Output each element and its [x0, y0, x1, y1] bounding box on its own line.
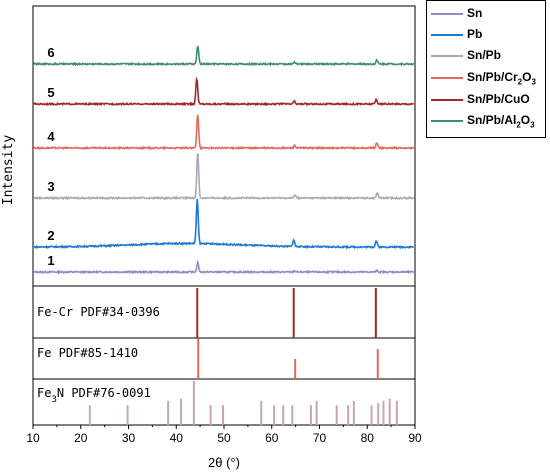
x-tick-label-30: 30	[122, 431, 136, 445]
legend-item-sn-pb-cuo: Sn/Pb/CuO	[431, 91, 545, 107]
series-layer: 1 2 3 4 5 6	[33, 45, 415, 275]
legend-swatch	[431, 99, 463, 101]
legend: Sn Pb Sn/Pb Sn/Pb/Cr2O3 Sn/Pb/CuO Sn/Pb/…	[426, 0, 546, 138]
legend-item-sn: Sn	[431, 5, 545, 21]
legend-item-sn-pb: Sn/Pb	[431, 47, 545, 63]
series-number-label-3: 3	[47, 179, 54, 194]
legend-item-pb: Pb	[431, 26, 545, 42]
series-line-6	[33, 45, 415, 67]
ref-label-1: Fe-Cr PDF#34-0396	[37, 305, 160, 319]
series-number-label-2: 2	[47, 228, 54, 243]
legend-item-sn-pb-cr2o3: Sn/Pb/Cr2O3	[431, 69, 545, 86]
legend-label-sn: Sn	[467, 6, 483, 20]
legend-item-sn-pb-al2o3: Sn/Pb/Al2O3	[431, 112, 545, 129]
legend-swatch	[431, 120, 463, 122]
legend-label-sn-pb-cr2o3: Sn/Pb/Cr2O3	[467, 70, 536, 87]
series-number-label-5: 5	[47, 85, 54, 100]
x-tick-label-50: 50	[217, 431, 231, 445]
ref-label-2: Fe PDF#85-1410	[37, 346, 138, 360]
reference-layer: Fe-Cr PDF#34-0396 Fe PDF#85-1410 Fe3N PDF#…	[37, 288, 398, 425]
legend-label-sn-pb-cuo: Sn/Pb/CuO	[467, 92, 530, 106]
legend-swatch	[431, 34, 463, 36]
x-tick-label-10: 10	[26, 431, 40, 445]
x-tick-label-60: 60	[265, 431, 279, 445]
series-line-3	[33, 153, 415, 201]
series-line-4	[33, 114, 415, 151]
series-line-1	[33, 259, 414, 275]
series-number-label-4: 4	[47, 129, 55, 144]
x-axis-label: 2θ (°)	[208, 455, 240, 470]
series-line-5	[33, 76, 414, 107]
x-tick-label-80: 80	[361, 431, 375, 445]
legend-swatch	[431, 13, 463, 15]
series-number-label-1: 1	[47, 253, 54, 268]
x-tick-label-40: 40	[170, 431, 184, 445]
x-tick-label-20: 20	[74, 431, 88, 445]
legend-swatch	[431, 55, 463, 57]
legend-label-pb: Pb	[467, 27, 483, 41]
legend-label-sn-pb: Sn/Pb	[467, 48, 502, 62]
ref-label-3: Fe3N PDF#76-0091	[37, 386, 151, 405]
x-tick-label-70: 70	[313, 431, 327, 445]
legend-swatch	[431, 77, 463, 79]
y-axis-label: Intensity	[1, 135, 16, 206]
series-line-2	[33, 198, 415, 250]
series-number-label-6: 6	[47, 45, 54, 60]
x-axis: 10 20 30 40 50 60 70 80 90	[26, 425, 422, 445]
x-tick-label-90: 90	[408, 431, 422, 445]
legend-label-sn-pb-al2o3: Sn/Pb/Al2O3	[467, 113, 535, 130]
